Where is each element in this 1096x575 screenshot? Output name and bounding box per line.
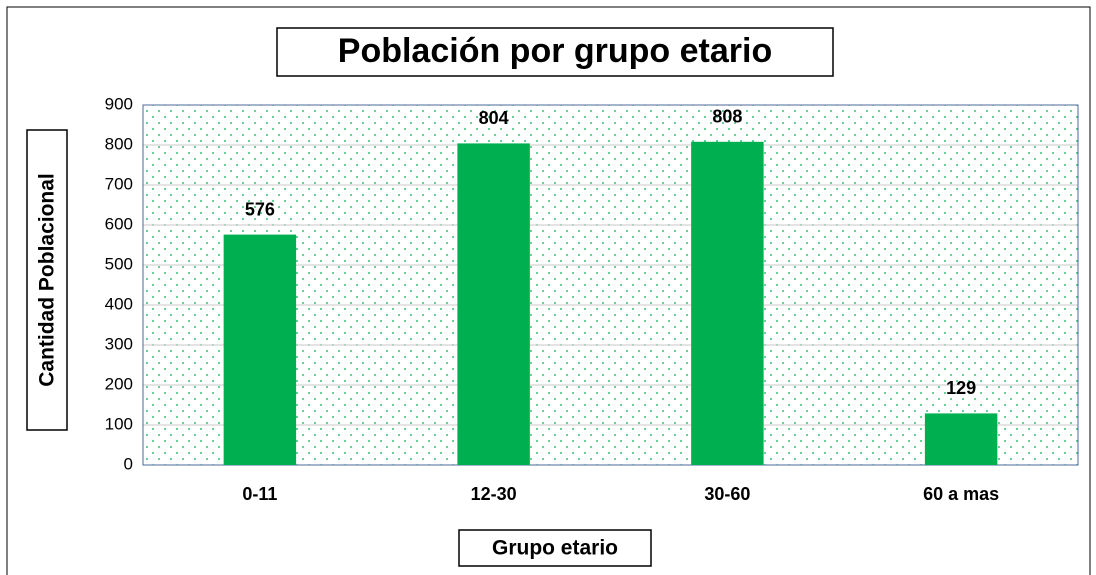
bar bbox=[924, 413, 998, 465]
plot-area bbox=[143, 105, 1078, 465]
y-tick-label: 400 bbox=[105, 294, 133, 313]
bar bbox=[691, 141, 764, 466]
y-tick-label: 800 bbox=[105, 134, 133, 153]
y-axis-label: Cantidad Poblacional bbox=[36, 173, 59, 387]
chart-title: Población por grupo etario bbox=[338, 32, 772, 70]
y-tick-label: 600 bbox=[105, 214, 133, 233]
data-label: 808 bbox=[712, 107, 742, 127]
x-label-box bbox=[458, 529, 652, 567]
y-tick-label: 700 bbox=[105, 174, 133, 193]
data-label: 576 bbox=[245, 199, 275, 219]
y-tick-label: 200 bbox=[105, 374, 133, 393]
x-tick-label: 0-11 bbox=[242, 484, 277, 504]
title-box bbox=[276, 27, 834, 77]
bar bbox=[457, 143, 530, 465]
data-label: 804 bbox=[479, 108, 509, 128]
y-tick-label: 0 bbox=[124, 454, 133, 473]
y-tick-label: 100 bbox=[105, 414, 133, 433]
y-tick-label: 300 bbox=[105, 334, 133, 353]
x-axis-label: Grupo etario bbox=[492, 537, 618, 560]
bar bbox=[223, 234, 297, 465]
y-tick-label: 500 bbox=[105, 254, 133, 273]
x-tick-label: 60 a mas bbox=[923, 484, 999, 504]
data-label: 129 bbox=[946, 378, 976, 398]
y-label-box bbox=[26, 129, 68, 431]
plot-border bbox=[142, 104, 1079, 466]
y-tick-label: 900 bbox=[105, 94, 133, 113]
x-tick-label: 30-60 bbox=[704, 484, 750, 504]
x-tick-label: 12-30 bbox=[471, 484, 517, 504]
